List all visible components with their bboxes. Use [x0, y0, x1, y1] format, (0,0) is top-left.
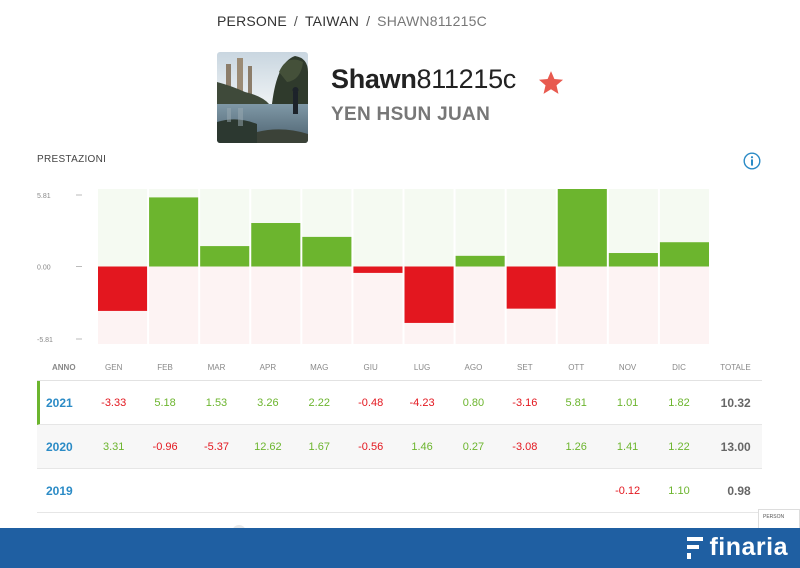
bar-ott[interactable]: [557, 189, 607, 267]
header-month: FEB: [157, 363, 173, 372]
header-month: OTT: [568, 363, 585, 372]
y-tick-label: 0.00: [37, 265, 51, 272]
bar-set[interactable]: [506, 266, 556, 309]
header-month: LUG: [413, 363, 431, 372]
header-month: APR: [259, 363, 277, 372]
y-tick-label: -5.81: [37, 337, 53, 344]
month-value: 1.46: [411, 440, 433, 453]
breadcrumb: PERSONE / TAIWAN / SHAWN811215C: [217, 13, 487, 29]
bar-mar[interactable]: [200, 246, 250, 267]
chart-bg-positive: [98, 189, 148, 267]
month-value: 0.27: [462, 440, 485, 453]
chart-bg-positive: [455, 189, 505, 267]
breadcrumb-separator: /: [366, 13, 371, 29]
row-year[interactable]: 2020: [46, 439, 73, 454]
month-value: 1.53: [205, 396, 228, 409]
month-value: -4.23: [409, 396, 435, 409]
chart-bg-positive: [404, 189, 454, 267]
performance-chart: 5.81 0.00 -5.81: [37, 189, 709, 344]
chart-bg-negative: [251, 266, 301, 344]
row-total: 0.98: [727, 483, 751, 498]
chart-bg-negative: [455, 266, 505, 344]
bar-lug[interactable]: [404, 266, 454, 323]
header-month: SET: [517, 363, 533, 372]
chart-bg-negative: [557, 266, 607, 344]
header-total: TOTALE: [720, 363, 751, 372]
month-value: 5.81: [565, 396, 587, 409]
table-row[interactable]: 2021 -3.33 5.18 1.53 3.26 2.22 -0.48 -4.…: [37, 381, 762, 425]
chart-bg-negative: [659, 266, 709, 344]
bar-giu[interactable]: [353, 266, 403, 273]
breadcrumb-separator: /: [293, 13, 298, 29]
month-value: -0.56: [358, 440, 384, 453]
brand-logo[interactable]: finaria: [687, 533, 788, 562]
month-value: 1.01: [616, 396, 639, 409]
breadcrumb-persone[interactable]: PERSONE: [217, 13, 287, 29]
finaria-logo-icon: [687, 536, 704, 559]
header-month: NOV: [618, 363, 637, 372]
month-value: -0.12: [615, 484, 641, 497]
username-prefix: Shawn: [331, 64, 417, 94]
performance-title: PRESTAZIONI: [37, 154, 107, 165]
header-month: MAG: [310, 363, 329, 372]
table-row[interactable]: 2020 3.31 -0.96 -5.37 12.62 1.67 -0.56 1…: [37, 425, 762, 469]
full-name: YEN HSUN JUAN: [331, 104, 491, 125]
month-value: 3.26: [257, 396, 279, 409]
chart-bg-negative: [149, 266, 199, 344]
avatar: [217, 52, 308, 143]
month-value: -0.48: [358, 396, 384, 409]
row-year[interactable]: 2019: [46, 483, 73, 498]
username-suffix: 811215c: [416, 64, 517, 94]
row-total: 13.00: [720, 439, 751, 454]
month-value: 1.22: [668, 440, 690, 453]
bar-feb[interactable]: [149, 197, 199, 267]
bar-ago[interactable]: [455, 255, 505, 267]
header-month: MAR: [207, 363, 226, 372]
month-value: -5.37: [203, 440, 230, 453]
y-tick-label: 5.81: [37, 193, 51, 200]
bar-gen[interactable]: [98, 266, 148, 311]
month-value: 0.80: [462, 396, 485, 409]
month-value: 1.67: [308, 440, 330, 453]
bar-dic[interactable]: [659, 242, 709, 267]
chart-bg-positive: [506, 189, 556, 267]
breadcrumb-taiwan[interactable]: TAIWAN: [304, 13, 360, 29]
header-month: AGO: [464, 363, 483, 372]
table-header-row: ANNO GEN FEB MAR APR MAG GIU LUG AGO SET…: [37, 355, 762, 381]
header-year: ANNO: [52, 363, 76, 372]
month-value: 1.10: [668, 484, 690, 497]
month-value: -0.96: [152, 440, 178, 453]
chart-bg-negative: [608, 266, 658, 344]
month-value: -3.33: [101, 396, 127, 409]
info-icon[interactable]: [743, 152, 761, 170]
performance-table: ANNO GEN FEB MAR APR MAG GIU LUG AGO SET…: [37, 355, 762, 513]
brand-name: finaria: [709, 533, 788, 561]
breadcrumb-current: SHAWN811215C: [377, 13, 487, 29]
month-value: 3.31: [102, 440, 125, 453]
bar-nov[interactable]: [608, 253, 658, 267]
chart-bg-negative: [200, 266, 250, 344]
bar-mag[interactable]: [302, 236, 352, 267]
month-value: 12.62: [254, 440, 282, 453]
month-value: 1.82: [668, 396, 690, 409]
row-year[interactable]: 2021: [46, 395, 73, 410]
month-value: -3.08: [512, 440, 538, 453]
month-value: 5.18: [154, 396, 176, 409]
month-value: 1.26: [565, 440, 587, 453]
header-month: GEN: [105, 363, 123, 372]
row-total: 10.32: [720, 395, 751, 410]
month-value: 1.41: [616, 440, 639, 453]
month-value: 2.22: [308, 396, 330, 409]
table-row[interactable]: 2019 -0.12 1.10 0.98: [37, 469, 762, 513]
footer-bar: finaria: [0, 528, 800, 568]
username: Shawn811215c: [331, 64, 516, 95]
header-month: GIU: [363, 363, 378, 372]
star-icon[interactable]: [537, 69, 565, 97]
chart-bg-negative: [302, 266, 352, 344]
chart-bg-negative: [353, 266, 403, 344]
bar-apr[interactable]: [251, 223, 301, 267]
chart-bg-positive: [353, 189, 403, 267]
header-month: DIC: [672, 363, 686, 372]
month-value: -3.16: [512, 396, 538, 409]
